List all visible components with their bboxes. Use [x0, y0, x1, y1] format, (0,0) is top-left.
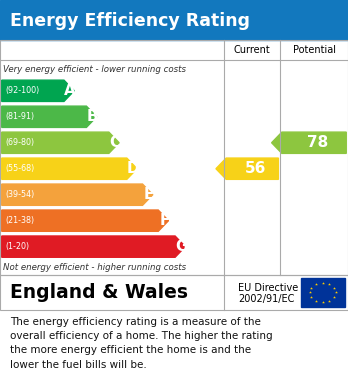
Text: A: A — [64, 83, 76, 98]
Polygon shape — [216, 158, 278, 179]
Text: (55-68): (55-68) — [5, 164, 34, 173]
Text: Current: Current — [234, 45, 271, 55]
Polygon shape — [2, 236, 185, 257]
Text: G: G — [175, 239, 188, 254]
Text: EU Directive: EU Directive — [238, 283, 299, 293]
Text: (92-100): (92-100) — [5, 86, 39, 95]
Text: F: F — [159, 213, 169, 228]
Text: D: D — [127, 161, 139, 176]
Text: Potential: Potential — [293, 45, 335, 55]
Text: C: C — [109, 135, 120, 150]
Text: Not energy efficient - higher running costs: Not energy efficient - higher running co… — [3, 263, 187, 272]
Text: 78: 78 — [307, 135, 328, 150]
Text: (21-38): (21-38) — [5, 216, 34, 225]
Polygon shape — [2, 158, 137, 179]
Text: 2002/91/EC: 2002/91/EC — [238, 294, 295, 304]
Text: The energy efficiency rating is a measure of the
overall efficiency of a home. T: The energy efficiency rating is a measur… — [10, 317, 273, 370]
Text: Very energy efficient - lower running costs: Very energy efficient - lower running co… — [3, 65, 187, 74]
Polygon shape — [2, 106, 97, 127]
Text: 56: 56 — [245, 161, 267, 176]
Text: E: E — [143, 187, 154, 202]
Polygon shape — [2, 132, 119, 153]
Text: (69-80): (69-80) — [5, 138, 34, 147]
Polygon shape — [271, 132, 346, 153]
Bar — [301, 278, 345, 307]
Text: (39-54): (39-54) — [5, 190, 34, 199]
Text: (81-91): (81-91) — [5, 112, 34, 121]
Polygon shape — [2, 80, 74, 101]
Text: B: B — [87, 109, 98, 124]
Text: (1-20): (1-20) — [5, 242, 29, 251]
Text: Energy Efficiency Rating: Energy Efficiency Rating — [10, 12, 251, 30]
Polygon shape — [2, 210, 168, 231]
Text: England & Wales: England & Wales — [10, 283, 188, 302]
Polygon shape — [2, 184, 153, 205]
